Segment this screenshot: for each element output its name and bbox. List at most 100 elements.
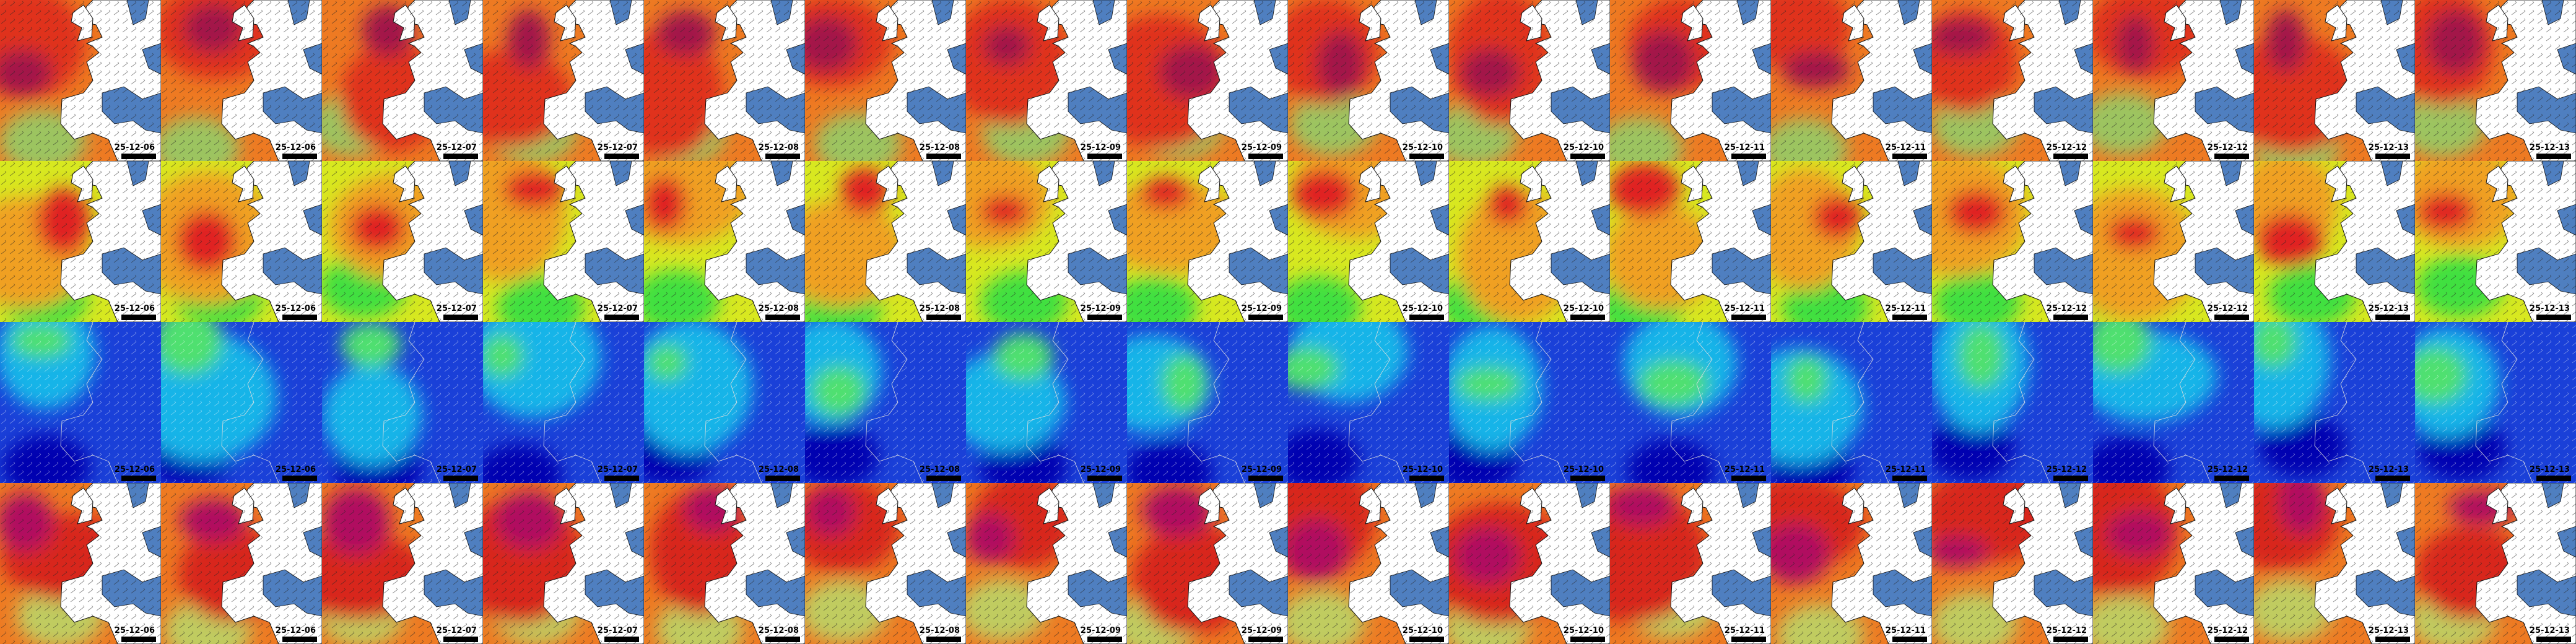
time-box xyxy=(1892,154,1927,159)
tile-content xyxy=(1771,483,1932,644)
date-label: 25-12-08 xyxy=(920,465,960,474)
time-box xyxy=(2214,476,2249,481)
date-label: 25-12-09 xyxy=(1242,304,1282,313)
date-label: 25-12-09 xyxy=(1242,626,1282,635)
wind-barbs xyxy=(161,322,322,483)
date-label: 25-12-10 xyxy=(1564,143,1604,152)
map-tile: 25-12-13 xyxy=(2254,0,2415,161)
wind-barbs xyxy=(1610,322,1771,483)
wind-barbs xyxy=(1127,483,1288,644)
tile-content xyxy=(2093,322,2254,483)
date-label: 25-12-06 xyxy=(276,143,316,152)
map-tile: 25-12-12 xyxy=(1932,0,2093,161)
time-box xyxy=(604,154,639,159)
wind-barbs xyxy=(1449,0,1610,161)
time-box xyxy=(1570,315,1605,320)
map-tile: 25-12-09 xyxy=(966,0,1127,161)
time-box xyxy=(121,315,156,320)
tile-content xyxy=(1288,483,1449,644)
wind-barbs xyxy=(644,0,805,161)
map-tile: 25-12-06 xyxy=(0,483,161,644)
map-tile: 25-12-09 xyxy=(1127,483,1288,644)
date-label: 25-12-09 xyxy=(1242,465,1282,474)
tile-content xyxy=(1932,483,2093,644)
time-box xyxy=(443,637,478,642)
date-label: 25-12-13 xyxy=(2369,465,2409,474)
tile-content xyxy=(161,161,322,322)
map-tile: 25-12-10 xyxy=(1288,483,1449,644)
tile-content xyxy=(2093,483,2254,644)
tile-content xyxy=(1610,0,1771,161)
tile-content xyxy=(1610,322,1771,483)
date-label: 25-12-06 xyxy=(276,465,316,474)
time-box xyxy=(121,476,156,481)
time-box xyxy=(2053,637,2088,642)
map-tile: 25-12-08 xyxy=(644,0,805,161)
map-tile: 25-12-12 xyxy=(1932,483,2093,644)
map-tile: 25-12-13 xyxy=(2254,322,2415,483)
tile-content xyxy=(161,0,322,161)
date-label: 25-12-13 xyxy=(2530,465,2570,474)
wind-barbs xyxy=(805,483,966,644)
wind-barbs xyxy=(2415,161,2576,322)
date-label: 25-12-12 xyxy=(2047,143,2087,152)
wind-barbs xyxy=(0,0,161,161)
tile-content xyxy=(1449,161,1610,322)
date-label: 25-12-07 xyxy=(437,465,477,474)
time-box xyxy=(765,154,800,159)
wind-barbs xyxy=(1449,483,1610,644)
time-box xyxy=(2214,637,2249,642)
tile-content xyxy=(1771,0,1932,161)
map-tile: 25-12-07 xyxy=(322,161,483,322)
wind-barbs xyxy=(1932,322,2093,483)
map-tile: 25-12-08 xyxy=(805,322,966,483)
wind-barbs xyxy=(483,161,644,322)
date-label: 25-12-08 xyxy=(920,626,960,635)
map-tile: 25-12-10 xyxy=(1288,0,1449,161)
tile-content xyxy=(644,483,805,644)
wind-barbs xyxy=(322,0,483,161)
map-tile: 25-12-08 xyxy=(805,161,966,322)
wind-barbs xyxy=(644,322,805,483)
map-tile: 25-12-11 xyxy=(1771,161,1932,322)
wind-barbs xyxy=(966,0,1127,161)
time-box xyxy=(282,154,317,159)
time-box xyxy=(2214,315,2249,320)
map-tile: 25-12-06 xyxy=(161,483,322,644)
date-label: 25-12-09 xyxy=(1081,304,1121,313)
date-label: 25-12-10 xyxy=(1564,465,1604,474)
wind-barbs xyxy=(644,483,805,644)
wind-barbs xyxy=(1771,0,1932,161)
tile-content xyxy=(1449,0,1610,161)
map-tile: 25-12-10 xyxy=(1449,0,1610,161)
time-box xyxy=(926,637,961,642)
wind-barbs xyxy=(1288,0,1449,161)
time-box xyxy=(2536,315,2571,320)
tile-content xyxy=(2254,161,2415,322)
time-box xyxy=(1731,315,1766,320)
date-label: 25-12-12 xyxy=(2208,143,2248,152)
tile-content xyxy=(1932,322,2093,483)
wind-barbs xyxy=(322,483,483,644)
tile-content xyxy=(1771,322,1932,483)
map-tile: 25-12-09 xyxy=(966,161,1127,322)
time-box xyxy=(765,476,800,481)
tile-content xyxy=(1127,161,1288,322)
date-label: 25-12-09 xyxy=(1081,143,1121,152)
map-tile: 25-12-10 xyxy=(1288,161,1449,322)
wind-barbs xyxy=(1449,161,1610,322)
tile-content xyxy=(1127,322,1288,483)
tile-content xyxy=(2415,483,2576,644)
date-label: 25-12-07 xyxy=(598,626,638,635)
map-tile: 25-12-06 xyxy=(161,0,322,161)
map-tile: 25-12-11 xyxy=(1610,322,1771,483)
time-box xyxy=(1570,637,1605,642)
tile-content xyxy=(483,483,644,644)
date-label: 25-12-12 xyxy=(2208,626,2248,635)
date-label: 25-12-12 xyxy=(2047,465,2087,474)
time-box xyxy=(1409,637,1444,642)
wind-barbs xyxy=(1610,161,1771,322)
tile-content xyxy=(966,0,1127,161)
tile-content xyxy=(322,0,483,161)
map-tile: 25-12-08 xyxy=(644,161,805,322)
